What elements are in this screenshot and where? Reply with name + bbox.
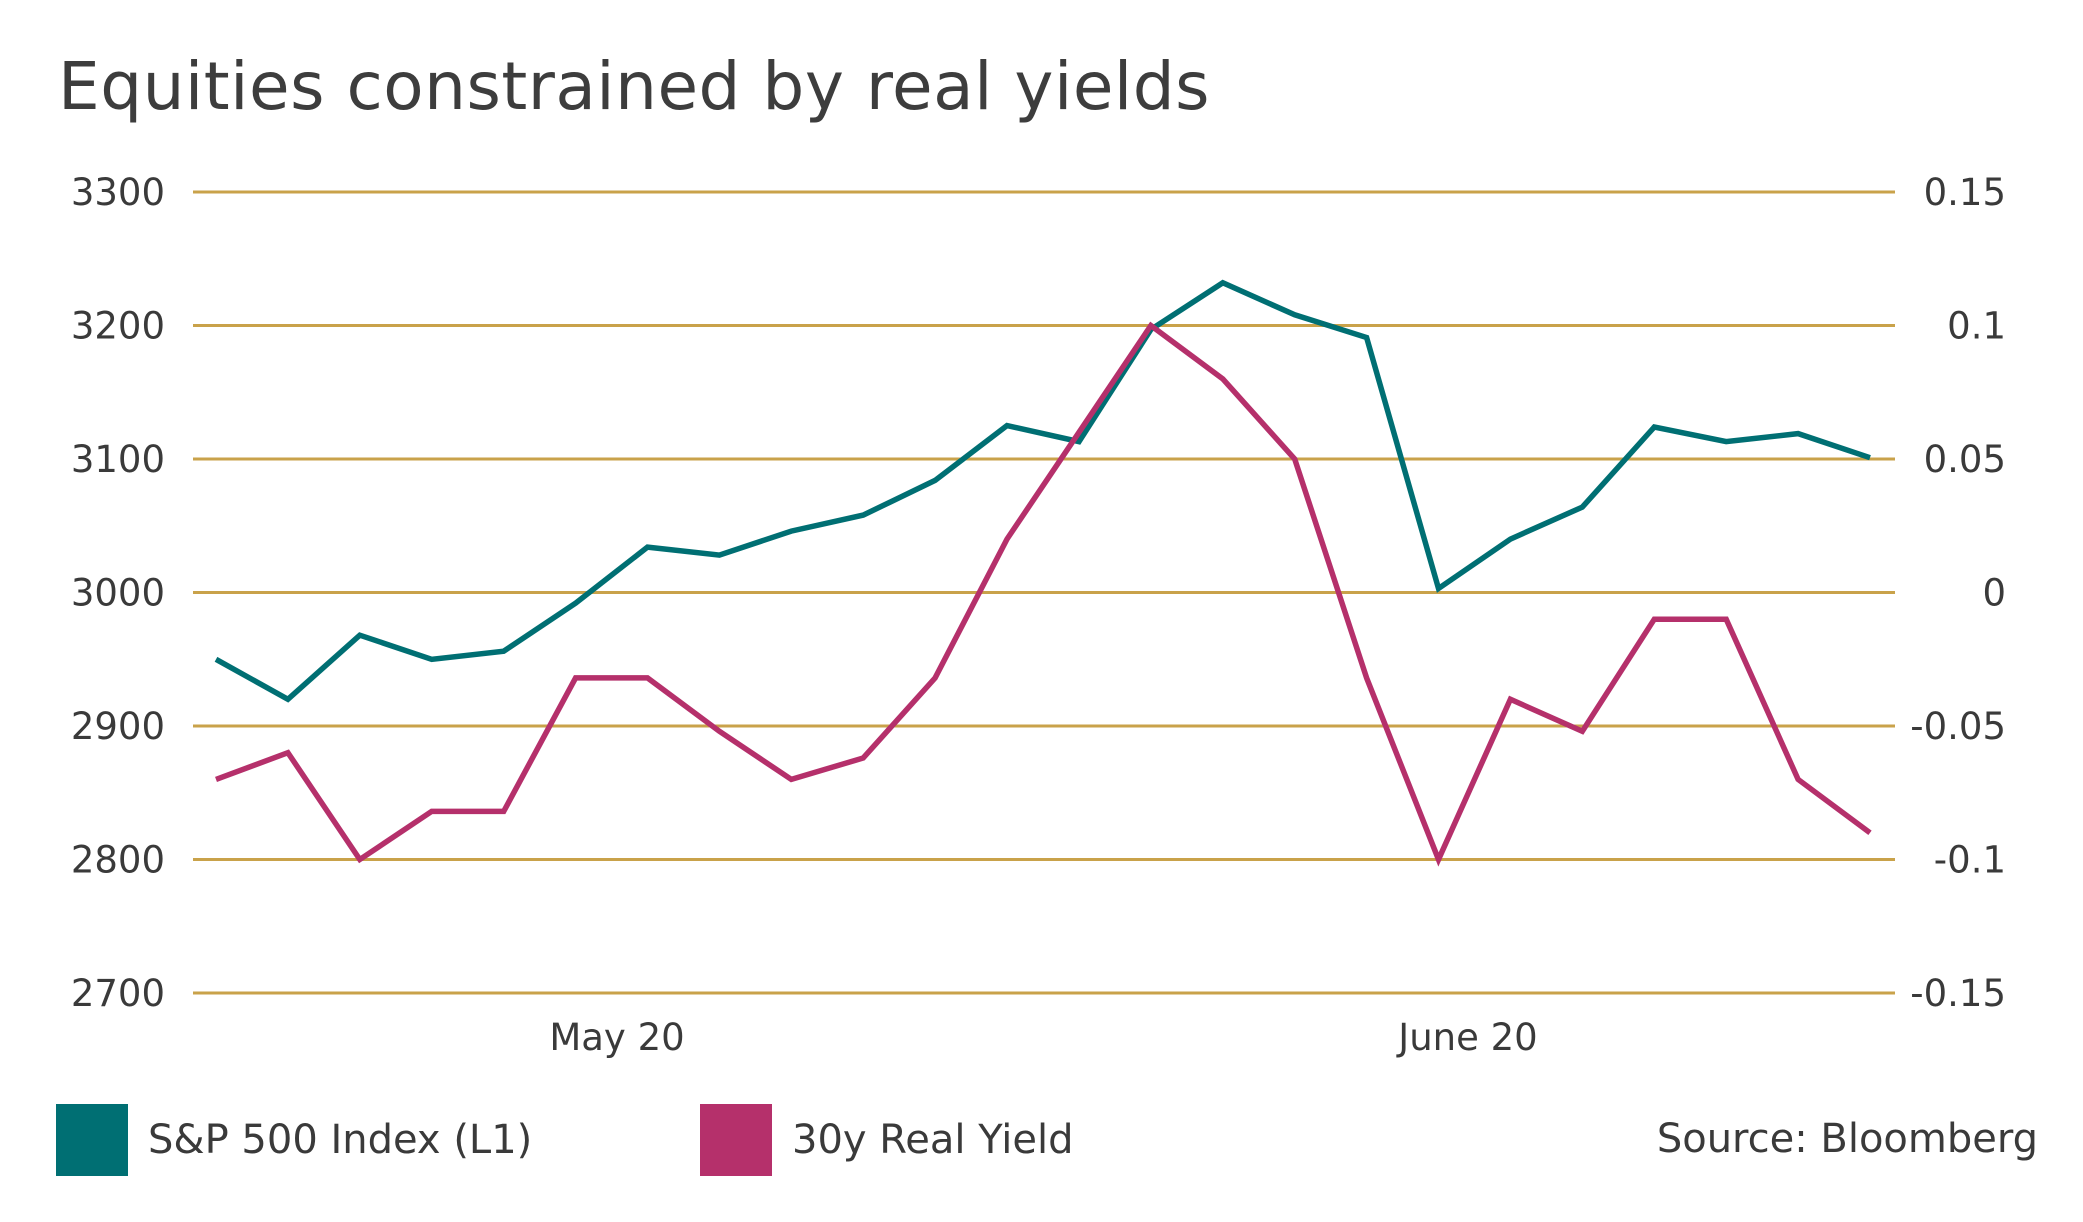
right-tick-label: 0.1 bbox=[1947, 305, 2006, 348]
right-tick-label: 0.15 bbox=[1924, 171, 2006, 214]
left-tick-label: 3100 bbox=[71, 438, 165, 481]
left-tick-label: 3200 bbox=[71, 305, 165, 348]
x-tick-label: May 20 bbox=[549, 1016, 684, 1059]
left-tick-label: 2800 bbox=[71, 839, 165, 882]
left-tick-label: 3000 bbox=[71, 572, 165, 615]
x-axis-ticks: May 20 June 20 bbox=[549, 1016, 1537, 1059]
legend-swatch-real-yield bbox=[700, 1104, 772, 1176]
gridlines bbox=[193, 190, 1895, 995]
legend-swatch-sp500 bbox=[56, 1104, 128, 1176]
legend-label-sp500: S&P 500 Index (L1) bbox=[148, 1117, 533, 1163]
legend-item-sp500: S&P 500 Index (L1) bbox=[56, 1104, 532, 1176]
legend-label-real-yield: 30y Real Yield bbox=[792, 1117, 1074, 1163]
right-tick-label: -0.05 bbox=[1910, 705, 2006, 748]
series-lines bbox=[214, 279, 1872, 867]
right-tick-label: 0 bbox=[1982, 572, 2006, 615]
left-tick-label: 2900 bbox=[71, 705, 165, 748]
left-tick-label: 3300 bbox=[71, 171, 165, 214]
x-tick-label: June 20 bbox=[1396, 1016, 1537, 1059]
chart-title: Equities constrained by real yields bbox=[58, 48, 1211, 125]
left-axis-ticks: 3300 3200 3100 3000 2900 2800 2700 bbox=[71, 171, 165, 1015]
right-axis-ticks: 0.15 0.1 0.05 0 -0.05 -0.1 -0.15 bbox=[1910, 171, 2006, 1015]
source-note: Source: Bloomberg bbox=[1656, 1116, 2038, 1162]
right-tick-label: -0.15 bbox=[1910, 972, 2006, 1015]
series-line-sp500 bbox=[214, 279, 1871, 703]
series-line-real-yield bbox=[215, 321, 1872, 867]
legend-item-real-yield: 30y Real Yield bbox=[700, 1104, 1073, 1176]
right-tick-label: -0.1 bbox=[1934, 839, 2006, 882]
right-tick-label: 0.05 bbox=[1924, 438, 2006, 481]
left-tick-label: 2700 bbox=[71, 972, 165, 1015]
